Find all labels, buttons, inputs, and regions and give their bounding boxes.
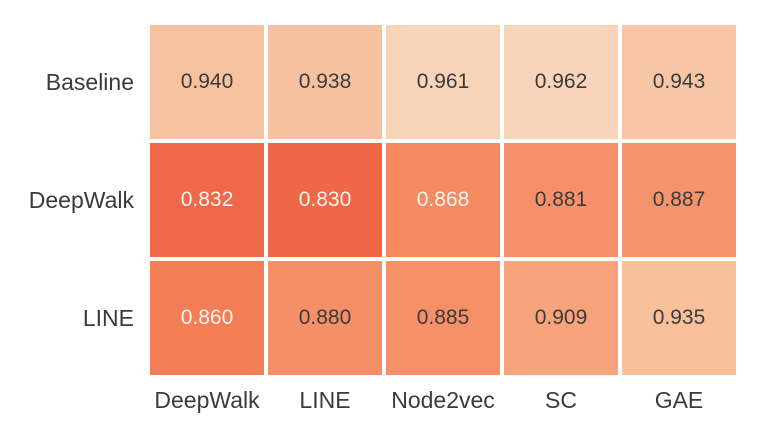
col-label-gae: GAE xyxy=(654,386,704,413)
heatmap-cell: 0.935 xyxy=(622,261,736,375)
heatmap-cell: 0.938 xyxy=(268,25,382,139)
col-label-line: LINE xyxy=(299,386,351,413)
heatmap-cell: 0.881 xyxy=(504,143,618,257)
heatmap-cell: 0.860 xyxy=(150,261,264,375)
heatmap-cell: 0.962 xyxy=(504,25,618,139)
heatmap-cell: 0.832 xyxy=(150,143,264,257)
col-label-node2vec: Node2vec xyxy=(391,386,495,413)
heatmap-cell: 0.880 xyxy=(268,261,382,375)
heatmap-cell: 0.868 xyxy=(386,143,500,257)
heatmap-cell: 0.830 xyxy=(268,143,382,257)
heatmap-cell: 0.885 xyxy=(386,261,500,375)
heatmap-cell: 0.940 xyxy=(150,25,264,139)
heatmap-cell: 0.943 xyxy=(622,25,736,139)
heatmap-cell: 0.909 xyxy=(504,261,618,375)
heatmap-cell: 0.961 xyxy=(386,25,500,139)
x-axis-labels: DeepWalk LINE Node2vec SC GAE xyxy=(150,383,736,417)
row-label-line: LINE xyxy=(82,304,134,331)
heatmap-cell: 0.887 xyxy=(622,143,736,257)
heatmap-grid: 0.940 0.938 0.961 0.962 0.943 0.832 0.83… xyxy=(150,25,736,375)
col-label-sc: SC xyxy=(545,386,577,413)
row-label-deepwalk: DeepWalk xyxy=(28,186,134,213)
col-label-deepwalk: DeepWalk xyxy=(154,386,260,413)
row-label-baseline: Baseline xyxy=(45,68,134,95)
